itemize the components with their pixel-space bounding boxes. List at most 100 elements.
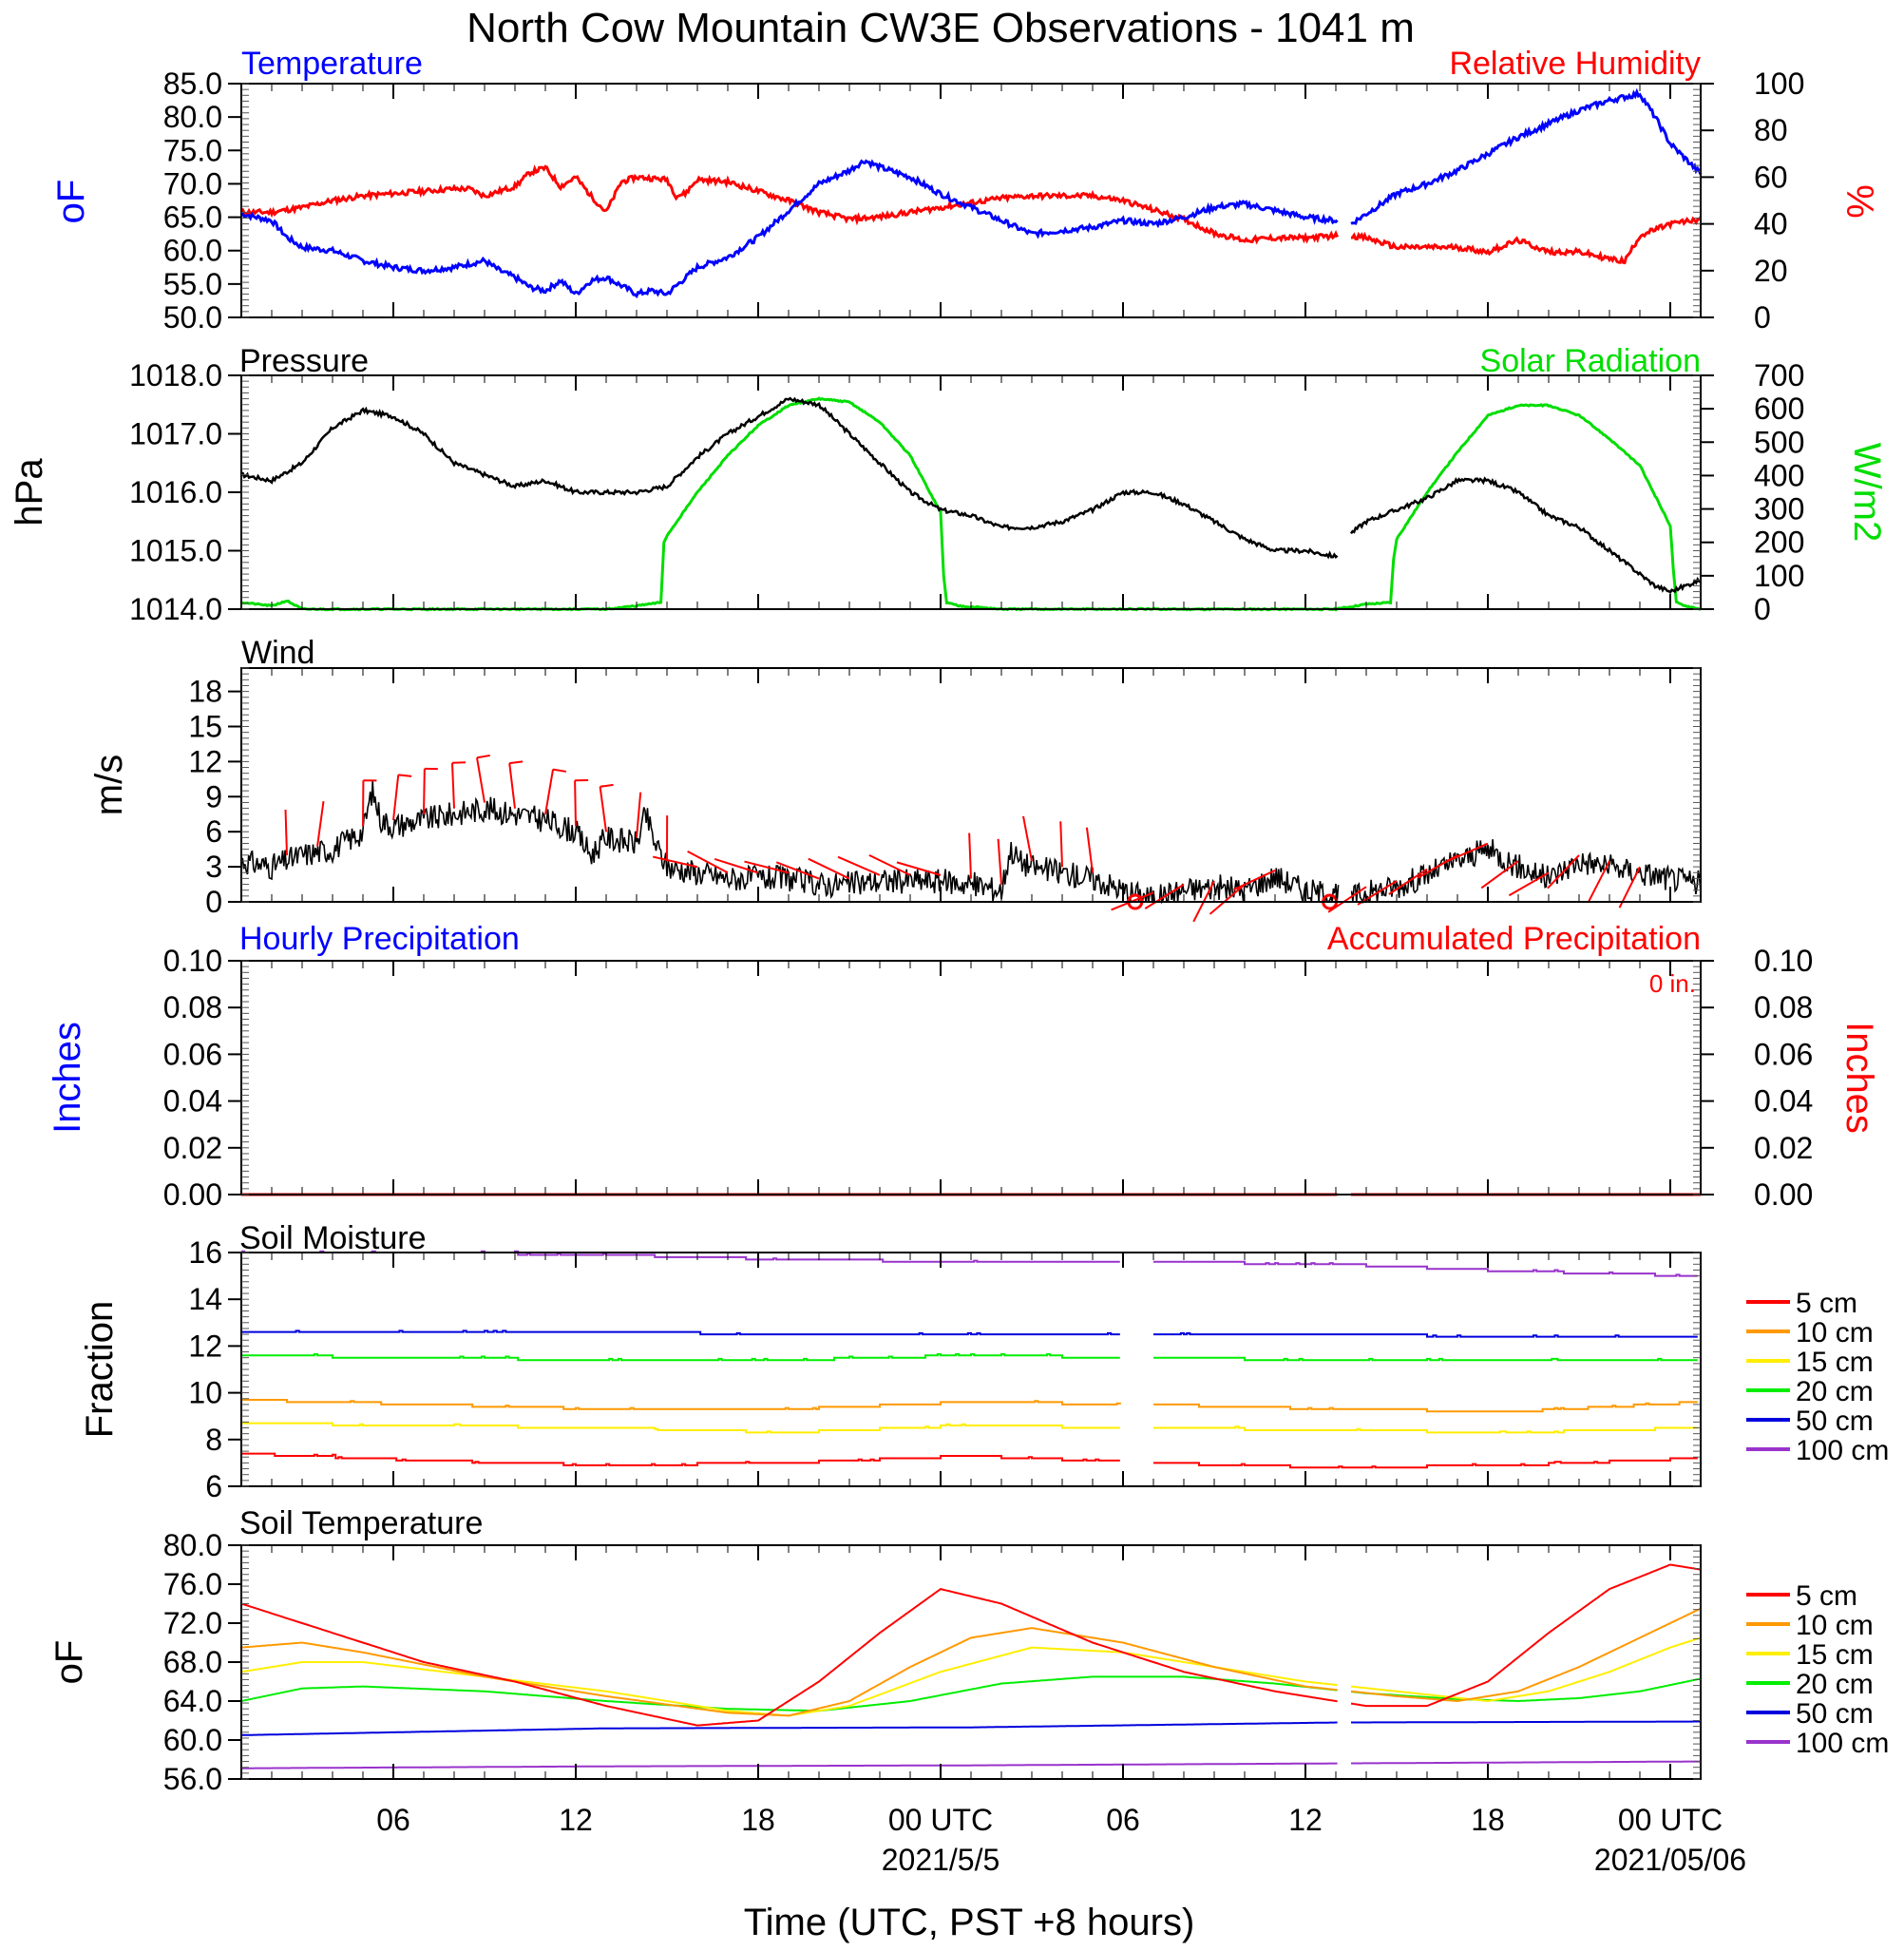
y-tick-label: 3 [205, 850, 222, 884]
pressure-solar-series [240, 396, 1702, 612]
legend-label: 20 cm [1796, 1669, 1874, 1700]
wind-barb [714, 858, 759, 874]
y-tick-label: 0.02 [163, 1131, 222, 1165]
soil-temperature-line [240, 1607, 1702, 1717]
legend-label: 50 cm [1796, 1406, 1874, 1437]
y-tick-label-right: 80 [1754, 113, 1788, 147]
y-tick-label: 16 [188, 1235, 222, 1270]
wind-x-ticks [240, 668, 1702, 902]
y-tick-label-right: 100 [1754, 559, 1804, 593]
wind-speed-line [240, 780, 1702, 905]
y-tick-label: 55.0 [163, 267, 222, 301]
y-tick-label: 60.0 [163, 1723, 222, 1757]
wind-barb-flag [476, 754, 490, 759]
soil-temperature-frame [240, 1544, 1702, 1780]
soil-temperature-axis: 56.0 60.0 64.0 68.0 72.0 76.0 80.0 [163, 1528, 1701, 1796]
wind-barb [837, 855, 881, 876]
y-tick-label-right: 300 [1754, 492, 1804, 526]
y-tick-label: 85.0 [163, 67, 222, 101]
wind-barbs [284, 754, 1641, 923]
hourly-precip-title: Hourly Precipitation [239, 921, 520, 957]
humidity-unit-label: % [1838, 184, 1880, 219]
y-tick-label-right: 100 [1754, 67, 1804, 101]
wind-barb [476, 757, 486, 803]
humidity-axis: 0 20 40 60 80 100 [1693, 67, 1804, 335]
y-tick-label: 0 [205, 885, 222, 919]
y-tick-label: 1017.0 [129, 417, 222, 451]
temperature-humidity-panel: 50.055.060.065.070.075.080.085.0 0 20 40 60… [50, 46, 1880, 335]
y-tick-label-right: 0.00 [1754, 1177, 1813, 1212]
y-tick-label: 56.0 [163, 1762, 222, 1796]
y-tick-label: 65.0 [163, 201, 222, 235]
wind-barb [1547, 854, 1580, 889]
y-tick-label-right: 600 [1754, 392, 1804, 426]
y-tick-label: 70.0 [163, 166, 222, 201]
y-tick-label: 0.08 [163, 990, 222, 1024]
legend-label: 100 cm [1796, 1728, 1889, 1759]
legend-label: 15 cm [1796, 1639, 1874, 1671]
y-tick-label: 8 [205, 1423, 222, 1457]
wind-barb [1022, 815, 1033, 862]
y-tick-label: 0.00 [163, 1177, 222, 1212]
soil-moisture-line [241, 1329, 1698, 1338]
figure-title: North Cow Mountain CW3E Observations - 1… [466, 5, 1415, 51]
y-tick-label: 68.0 [163, 1645, 222, 1679]
y-tick-label: 6 [205, 1469, 222, 1503]
legend-label: 100 cm [1796, 1435, 1889, 1466]
legend-label: 15 cm [1796, 1347, 1874, 1378]
soil-temperature-unit-label: oF [48, 1640, 90, 1685]
y-tick-label: 0.06 [163, 1037, 222, 1071]
y-tick-label: 75.0 [163, 133, 222, 167]
y-tick-label-right: 0.02 [1754, 1131, 1813, 1165]
x-tick-label: 12 [1288, 1803, 1323, 1837]
wind-title: Wind [241, 635, 314, 671]
soil-moisture-line [241, 1353, 1698, 1362]
soil-moisture-line [241, 1422, 1698, 1434]
soil-moisture-x-ticks [240, 1253, 1702, 1486]
wind-barb [744, 860, 790, 874]
y-tick-label: 18 [188, 675, 222, 709]
soil-temperature-line [240, 1563, 1702, 1727]
y-tick-label: 80.0 [163, 1528, 222, 1562]
wind-barb [284, 809, 288, 855]
legend-label: 50 cm [1796, 1698, 1874, 1730]
x-tick-label: 18 [741, 1803, 775, 1837]
wind-barb [1588, 860, 1610, 903]
y-tick-label: 64.0 [163, 1684, 222, 1718]
wind-barb-flag [451, 761, 466, 764]
solar-title: Solar Radiation [1480, 343, 1701, 379]
soil-moisture-line [241, 1452, 1698, 1469]
wind-barb [392, 775, 400, 821]
y-tick-label: 6 [205, 814, 222, 849]
y-tick-label: 9 [205, 779, 222, 813]
soil-moisture-series [241, 1250, 1698, 1469]
soil-temperature-line [240, 1636, 1702, 1717]
pressure-solar-frame [240, 374, 1702, 610]
wind-barb [636, 792, 642, 838]
legend-label: 5 cm [1796, 1288, 1857, 1319]
y-tick-label-right: 700 [1754, 358, 1804, 392]
wind-barb [1144, 883, 1185, 909]
accumulated-precip-unit-label: Inches [1838, 1022, 1880, 1134]
pressure-line [240, 396, 1702, 595]
wind-barb [968, 832, 972, 879]
wind-barb [687, 850, 729, 874]
x-axis-labels: 06 12 18 00 UTC 2021/5/5 06 12 18 00 UTC 2021/05/… [376, 1803, 1746, 1877]
wind-barb [1388, 868, 1428, 895]
temperature-line [241, 87, 1703, 298]
wind-barb [652, 855, 698, 869]
x-tick-label: 06 [1106, 1803, 1140, 1837]
y-tick-label-right: 0.06 [1754, 1037, 1813, 1071]
wind-barb-flag [600, 783, 614, 788]
wind-barb [1059, 821, 1063, 868]
y-tick-label-right: 0.04 [1754, 1084, 1813, 1119]
legend-label: 10 cm [1796, 1610, 1874, 1641]
soil-temperature-line [240, 1675, 1702, 1712]
precipitation-panel: 0.000.020.040.060.080.10 0.000.020.040.0… [47, 921, 1880, 1212]
humidity-line [240, 164, 1703, 265]
y-tick-label: 80.0 [163, 100, 222, 134]
